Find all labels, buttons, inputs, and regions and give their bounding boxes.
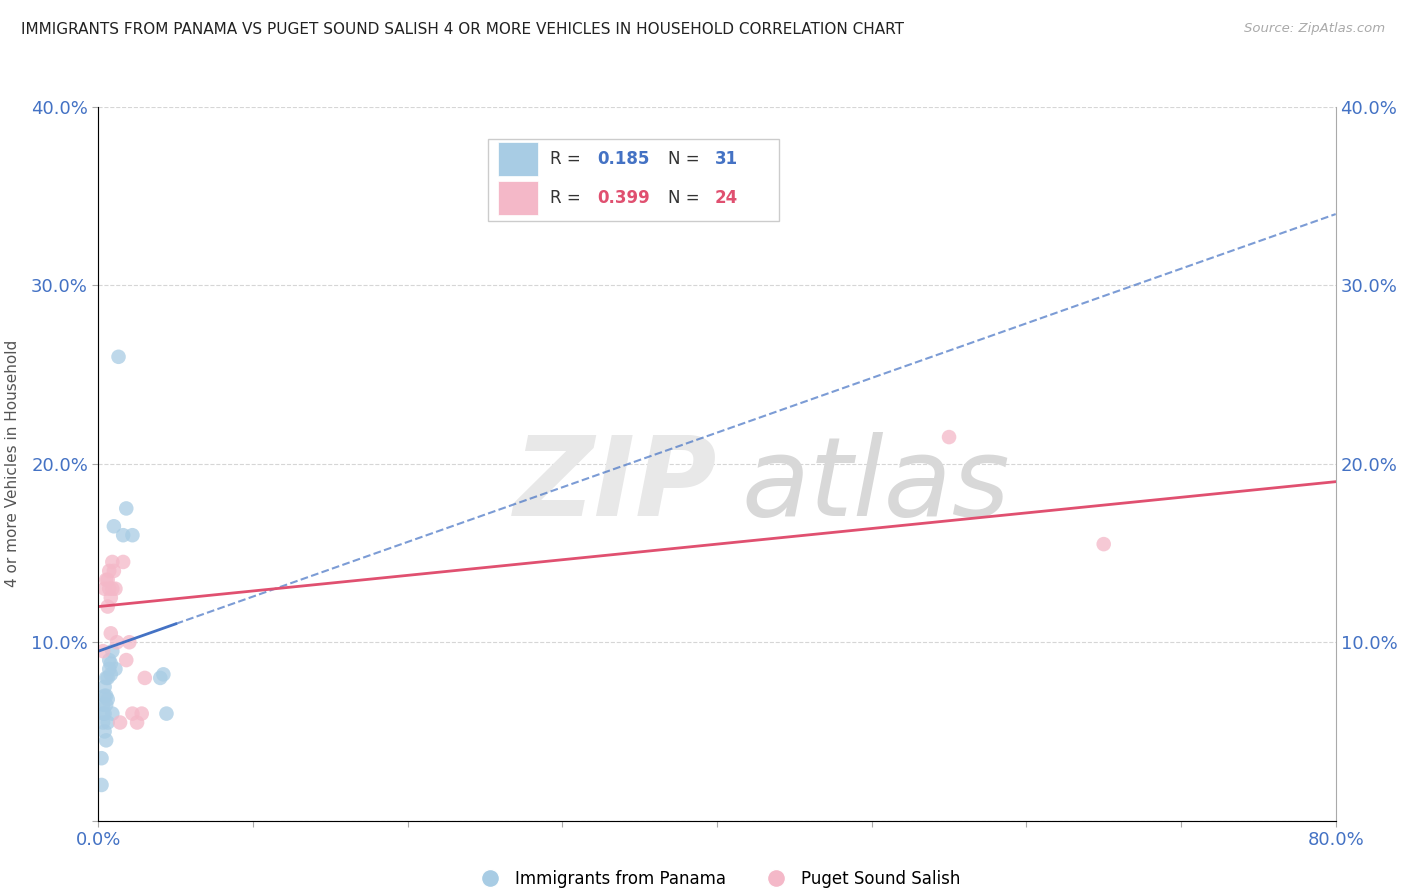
Text: Source: ZipAtlas.com: Source: ZipAtlas.com — [1244, 22, 1385, 36]
Point — [112, 555, 135, 569]
Point — [91, 715, 114, 730]
Point — [108, 715, 131, 730]
Text: R =: R = — [550, 189, 586, 207]
Point — [112, 528, 135, 542]
Point — [96, 671, 118, 685]
Point — [100, 591, 122, 605]
Point — [103, 564, 125, 578]
Point — [107, 350, 129, 364]
Point — [118, 635, 141, 649]
Point — [98, 662, 121, 676]
Point — [98, 653, 121, 667]
Text: 31: 31 — [714, 150, 738, 168]
Point — [93, 706, 115, 721]
Point — [105, 635, 128, 649]
Point — [97, 573, 120, 587]
Point — [155, 706, 177, 721]
Point — [96, 573, 118, 587]
Point — [97, 692, 120, 706]
Point — [101, 555, 124, 569]
Point — [1092, 537, 1115, 551]
Point — [97, 671, 120, 685]
Text: atlas: atlas — [742, 432, 1011, 539]
Point — [131, 706, 153, 721]
Point — [93, 689, 115, 703]
Text: N =: N = — [668, 189, 704, 207]
Point — [93, 582, 115, 596]
Point — [93, 680, 115, 694]
Point — [93, 724, 115, 739]
Point — [103, 519, 125, 533]
Point — [121, 528, 143, 542]
FancyBboxPatch shape — [488, 139, 779, 221]
Point — [96, 733, 118, 747]
Text: 24: 24 — [714, 189, 738, 207]
Text: 0.399: 0.399 — [598, 189, 650, 207]
Point — [91, 698, 114, 712]
Point — [127, 715, 149, 730]
Text: ZIP: ZIP — [513, 432, 717, 539]
Point — [121, 706, 143, 721]
Point — [100, 626, 122, 640]
Point — [90, 751, 112, 765]
Point — [91, 706, 114, 721]
Point — [96, 698, 118, 712]
Point — [90, 778, 112, 792]
Point — [149, 671, 172, 685]
Point — [938, 430, 960, 444]
Point — [101, 582, 124, 596]
Point — [97, 599, 120, 614]
Point — [152, 667, 174, 681]
Point — [96, 689, 118, 703]
Point — [100, 667, 122, 681]
Text: R =: R = — [550, 150, 586, 168]
Legend: Immigrants from Panama, Puget Sound Salish: Immigrants from Panama, Puget Sound Sali… — [467, 863, 967, 892]
FancyBboxPatch shape — [498, 142, 537, 177]
Text: 0.185: 0.185 — [598, 150, 650, 168]
Point — [104, 662, 127, 676]
Point — [98, 582, 121, 596]
Point — [104, 582, 127, 596]
Text: N =: N = — [668, 150, 704, 168]
Text: IMMIGRANTS FROM PANAMA VS PUGET SOUND SALISH 4 OR MORE VEHICLES IN HOUSEHOLD COR: IMMIGRANTS FROM PANAMA VS PUGET SOUND SA… — [21, 22, 904, 37]
FancyBboxPatch shape — [498, 180, 537, 215]
Point — [100, 657, 122, 671]
Point — [115, 653, 138, 667]
Point — [115, 501, 138, 516]
Point — [97, 715, 120, 730]
Point — [101, 706, 124, 721]
Point — [101, 644, 124, 658]
Point — [134, 671, 156, 685]
Y-axis label: 4 or more Vehicles in Household: 4 or more Vehicles in Household — [6, 340, 20, 588]
Point — [98, 564, 121, 578]
Point — [91, 644, 114, 658]
